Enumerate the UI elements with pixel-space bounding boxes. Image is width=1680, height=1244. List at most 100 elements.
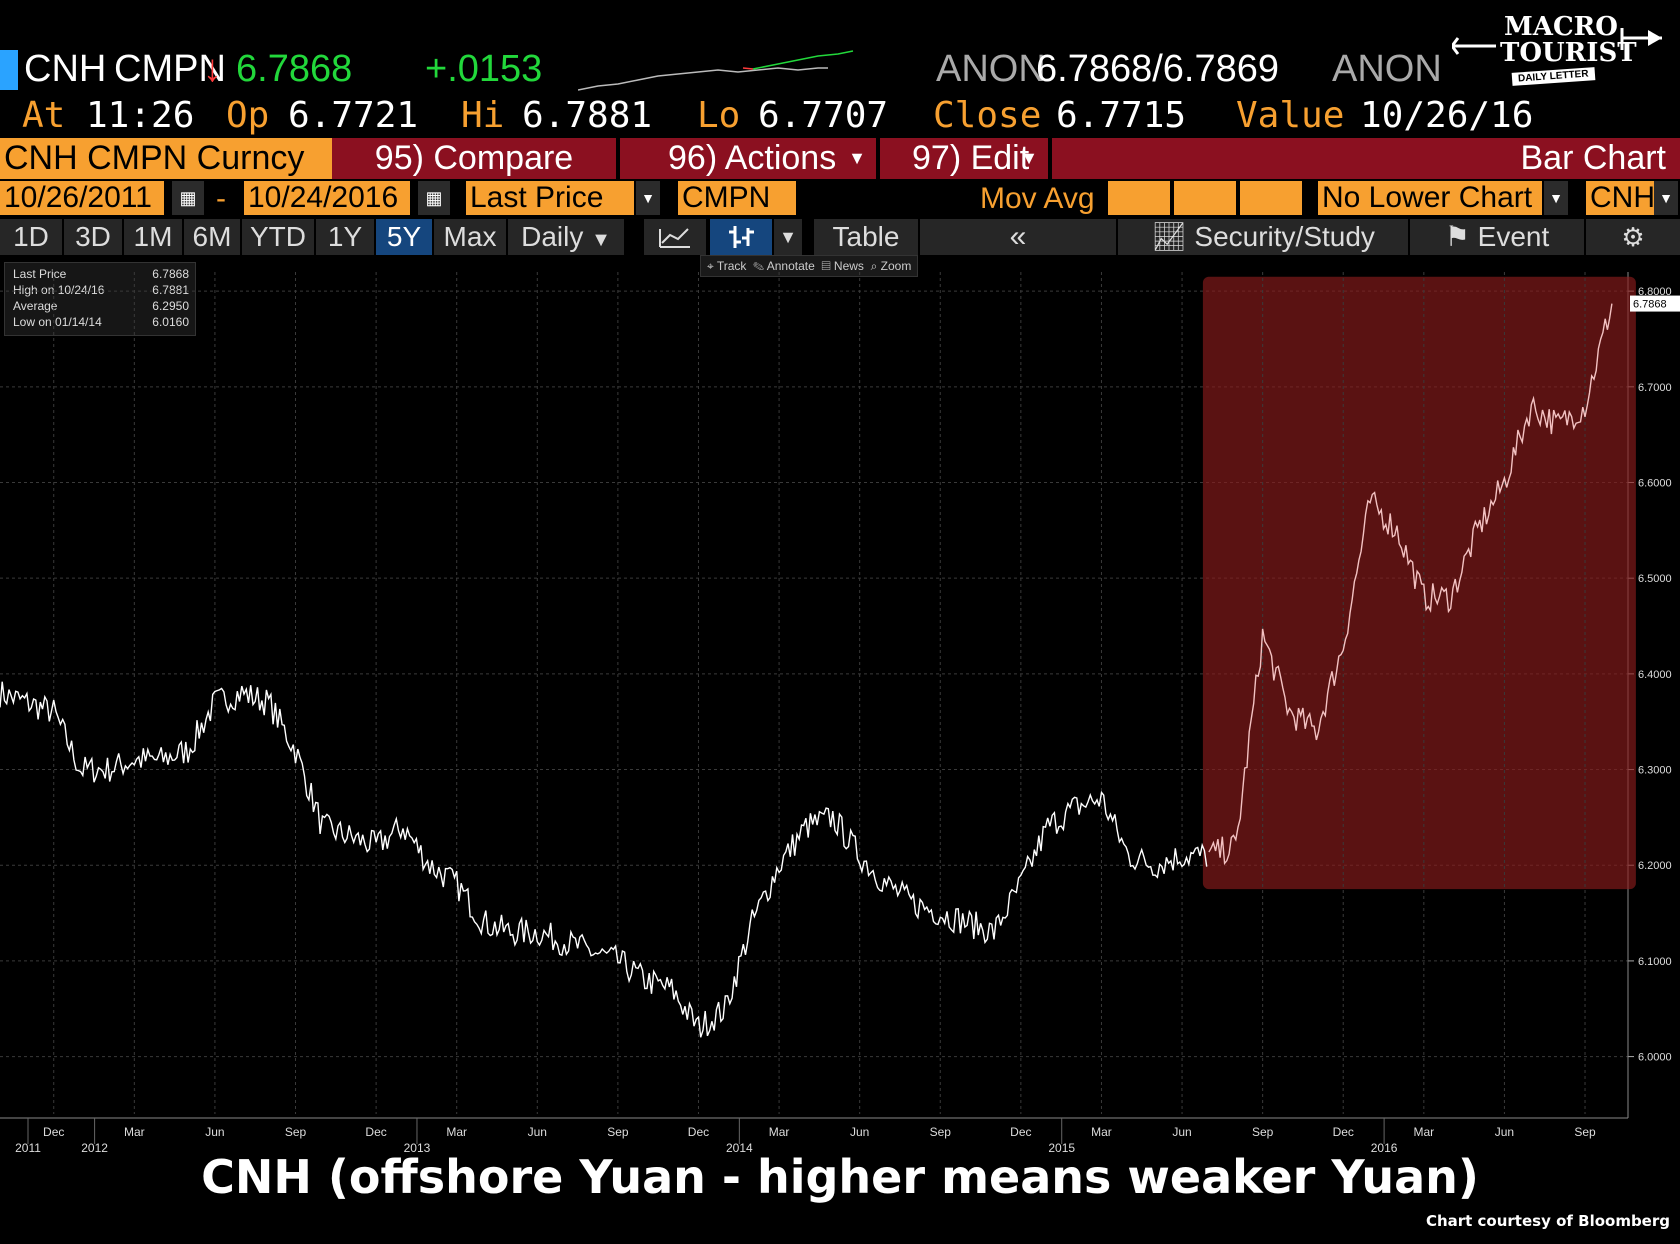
flag-icon: ⚑ [1444,221,1470,252]
chart-tools: ⌖ Track ✎ Annotate ▤ News ⌕ Zoom [700,255,919,277]
period-3d[interactable]: 3D [64,219,122,255]
last-price-tag [1630,295,1680,312]
line-chart-icon[interactable] [644,219,706,255]
value-date: 10/26/16 [1360,95,1534,136]
y-tick-label: 6.1000 [1638,956,1672,968]
period-max[interactable]: Max [434,219,506,255]
security-field[interactable]: CNH CMPN Curncy [0,138,332,179]
end-date-field[interactable]: 10/24/2016 [244,181,410,215]
chart-credit: Chart courtesy of Bloomberg [1425,1212,1670,1230]
frequency-label: Daily [521,221,584,252]
mov-avg-field-2[interactable] [1174,181,1236,215]
period-5y[interactable]: 5Y [376,219,432,255]
chevron-down-icon[interactable]: ▼ [1654,181,1678,215]
y-tick-label: 6.6000 [1638,478,1672,490]
calendar-icon[interactable]: ▦ [172,181,204,215]
open-value: 6.7721 [288,95,419,136]
x-tick-label: Mar [1413,1125,1434,1139]
zoom-tool[interactable]: ⌕ Zoom [870,259,912,273]
period-1m[interactable]: 1M [124,219,182,255]
x-tick-label: Sep [1252,1125,1274,1139]
news-label: News [833,259,864,273]
start-date-field[interactable]: 10/26/2011 [0,181,164,215]
chart-caption: CNH (offshore Yuan - higher means weaker… [201,1150,1479,1204]
high-label: Hi [461,95,505,136]
track-label: Track [716,259,747,273]
mov-avg-field-3[interactable] [1240,181,1302,215]
price-source: CMPN [114,48,226,90]
period-1y[interactable]: 1Y [316,219,374,255]
security-study-button[interactable]: 📈︎ Security/Study [1118,219,1408,255]
lower-chart-select[interactable]: No Lower Chart [1318,181,1542,215]
y-tick-label: 6.2000 [1638,860,1672,872]
event-label: Event [1477,221,1550,252]
event-button[interactable]: ⚑ Event [1410,219,1584,255]
annotate-tool[interactable]: ✎ Annotate [753,259,815,273]
date-dash: - [216,182,226,215]
x-tick-label: Jun [1495,1125,1514,1139]
calendar-icon[interactable]: ▦ [418,181,450,215]
at-time: 11:26 [86,95,195,136]
period-1d[interactable]: 1D [0,219,62,255]
price-line-highlighted [1208,303,1613,866]
low-value: 6.7707 [758,95,889,136]
source-field[interactable]: CMPN [678,181,796,215]
chart-type[interactable]: Bar Chart [1052,138,1680,179]
y-tick-label: 6.3000 [1638,765,1672,777]
zoom-label: Zoom [880,259,912,273]
edit-dropdown-icon: ▼ [1020,148,1038,168]
period-6m[interactable]: 6M [184,219,240,255]
x-tick-label: Dec [43,1125,64,1139]
bar-chart-icon[interactable] [710,219,772,255]
chevron-down-icon[interactable]: ▼ [636,181,660,215]
year-label: 2014 [726,1141,753,1152]
study-chart-icon: 📈︎ [1151,221,1187,252]
year-label: 2015 [1048,1141,1075,1152]
bid-ask: 6.7868/6.7869 [1036,48,1280,90]
logo-line2: TOURIST [1500,38,1637,68]
ask-source: ANON [1332,48,1442,90]
close-label: Close [933,95,1042,136]
table-button[interactable]: Table [814,219,918,255]
legend-value: 6.7881 [152,283,189,297]
legend-label: Last Price [13,267,67,281]
open-label: Op [226,95,270,136]
y-tick-label: 6.0000 [1638,1052,1672,1064]
x-tick-label: Sep [285,1125,307,1139]
mov-avg-label: Mov Avg [980,182,1095,215]
x-tick-label: Sep [1574,1125,1596,1139]
high-value: 6.7881 [522,95,653,136]
logo-line1: MACRO [1504,12,1618,42]
collapse-button[interactable]: « [920,219,1116,255]
gear-icon[interactable]: ⚙ [1586,219,1680,255]
compare-menu[interactable]: 95) Compare [332,138,616,179]
chart-legend: Last Price 6.7868 High on 10/24/16 6.788… [4,262,196,336]
y-tick-label: 6.5000 [1638,573,1672,585]
x-tick-label: Dec [1010,1125,1031,1139]
x-tick-label: Sep [607,1125,629,1139]
y-tick-label: 6.4000 [1638,669,1672,681]
legend-label: Average [13,299,58,313]
field-select[interactable]: Last Price [466,181,634,215]
frequency-select[interactable]: Daily ▼ [508,219,624,255]
price-chart: 6.0000 6.1000 6.2000 6.3000 6.4000 6.5000 6.60… [0,272,1680,1152]
mov-avg-field-1[interactable] [1108,181,1170,215]
currency-select[interactable]: CNH [1586,181,1655,215]
x-tick-label: Mar [769,1125,790,1139]
chevron-down-icon[interactable]: ▼ [1544,181,1568,215]
annotate-label: Annotate [766,259,815,273]
track-tool[interactable]: ⌖ Track [707,259,747,273]
period-ytd[interactable]: YTD [242,219,314,255]
period-toolbar: 1D 3D 1M 6M YTD 1Y 5Y Max Daily ▼ ▼ Tabl… [0,219,1680,255]
year-label: 2016 [1371,1141,1398,1152]
edit-menu[interactable]: 97) Edit ▼ [880,138,1048,179]
actions-label: 96) Actions [668,139,837,177]
year-label: 2012 [81,1141,108,1152]
at-label: At [22,95,66,136]
news-tool[interactable]: ▤ News [821,259,864,273]
actions-menu[interactable]: 96) Actions ▼ [620,138,876,179]
security-study-label: Security/Study [1194,221,1375,252]
chevron-down-icon[interactable]: ▼ [774,219,802,255]
low-label: Lo [697,95,741,136]
legend-label: High on 10/24/16 [13,283,105,297]
